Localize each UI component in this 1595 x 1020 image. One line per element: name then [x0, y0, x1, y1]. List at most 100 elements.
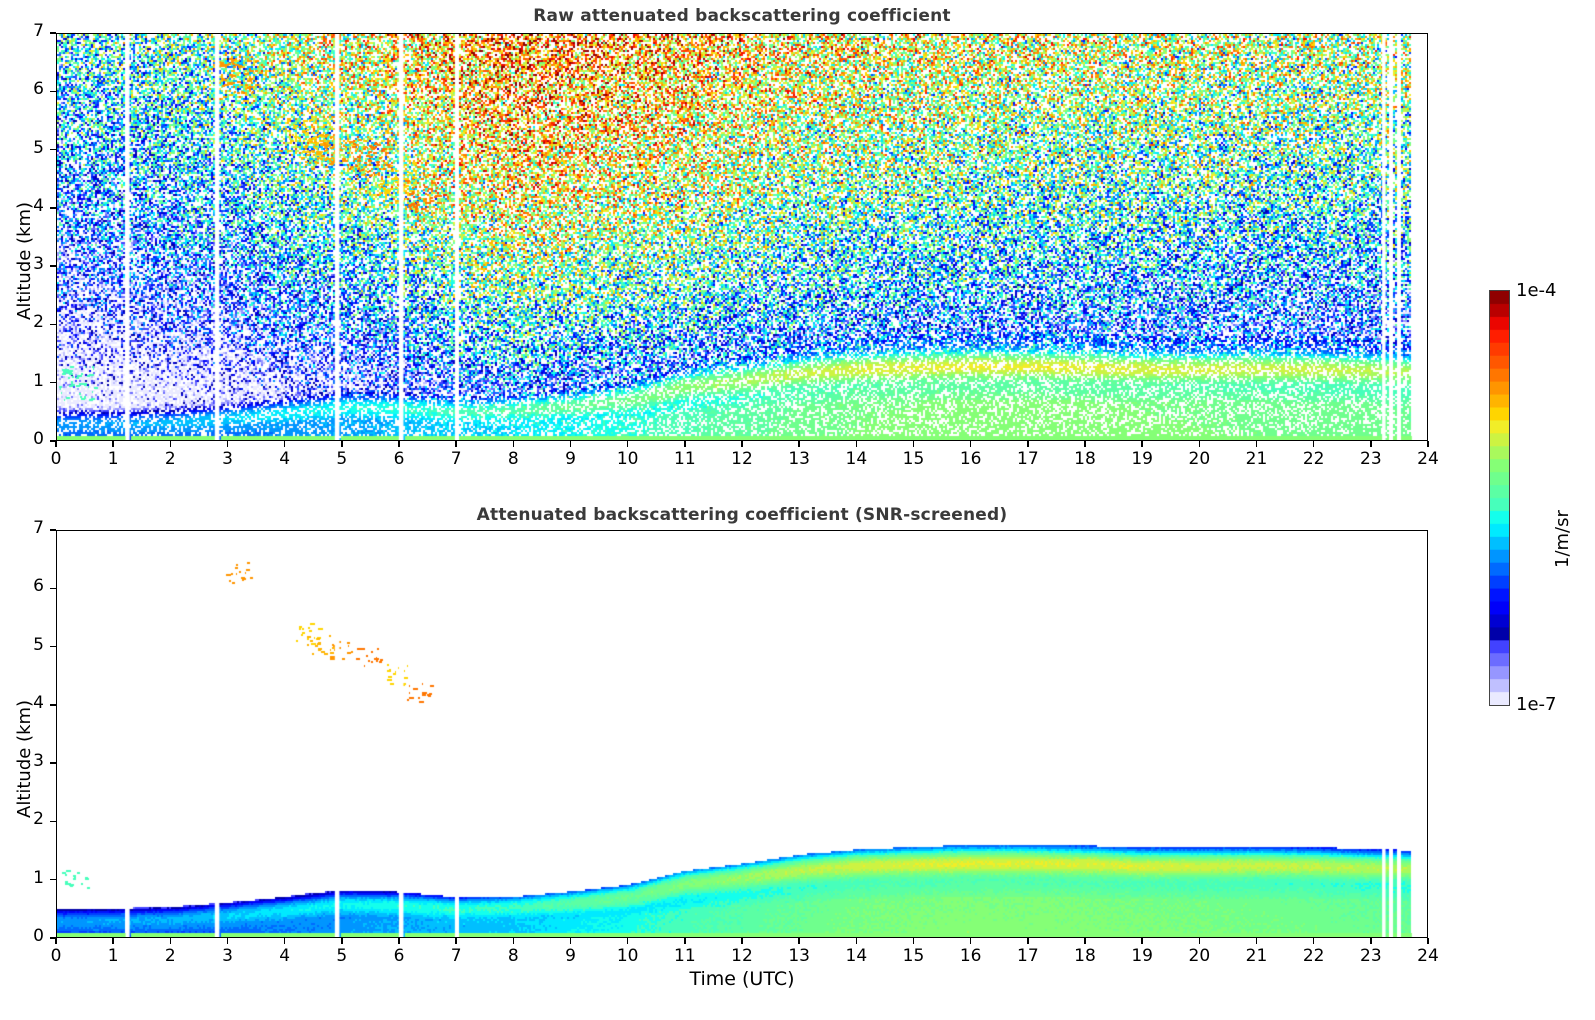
x-tick-label: 2 — [164, 946, 176, 966]
x-tick — [512, 441, 515, 447]
x-tick-label: 4 — [279, 946, 291, 966]
x-tick-label: 18 — [1074, 946, 1096, 966]
x-tick — [569, 441, 572, 447]
x-tick-label: 4 — [279, 449, 291, 469]
x-tick — [1198, 441, 1201, 447]
x-tick-label: 12 — [731, 946, 753, 966]
x-tick-label: 6 — [393, 946, 405, 966]
y-tick — [50, 645, 56, 648]
x-tick-label: 20 — [1188, 946, 1211, 966]
y-tick-label: 6 — [33, 576, 44, 597]
x-tick — [569, 938, 572, 944]
x-tick-label: 17 — [1017, 449, 1039, 469]
screened-panel-title: Attenuated backscattering coefficient (S… — [476, 505, 1008, 525]
x-tick — [1027, 938, 1029, 944]
x-tick — [684, 938, 686, 944]
x-tick — [55, 938, 57, 944]
y-tick-label: 4 — [33, 692, 44, 713]
y-tick-label: 0 — [33, 926, 44, 946]
y-tick-label: 1 — [33, 370, 44, 391]
x-tick — [1370, 441, 1372, 447]
x-tick-label: 22 — [1302, 449, 1325, 469]
x-tick — [112, 441, 114, 447]
x-tick-label: 15 — [902, 946, 925, 966]
x-tick-label: 14 — [845, 449, 868, 469]
x-tick-label: 2 — [164, 449, 176, 469]
x-tick-label: 13 — [788, 946, 810, 966]
x-tick-label: 8 — [507, 946, 519, 966]
x-tick — [455, 441, 457, 447]
y-tick — [50, 762, 56, 764]
x-tick-label: 7 — [450, 449, 462, 469]
y-tick — [50, 32, 56, 34]
x-tick-label: 5 — [336, 946, 348, 966]
screened-heatmap-canvas — [57, 531, 1427, 937]
x-tick-label: 19 — [1131, 449, 1153, 469]
x-tick — [1370, 938, 1372, 944]
x-tick-label: 9 — [565, 946, 576, 966]
x-tick — [798, 938, 800, 944]
colorbar-gradient — [1490, 291, 1509, 705]
x-tick-label: 16 — [959, 946, 982, 966]
x-tick-label: 1 — [107, 946, 119, 966]
x-tick — [112, 938, 114, 944]
y-tick-label: 1 — [33, 867, 44, 888]
y-tick — [50, 820, 56, 823]
x-tick-label: 20 — [1188, 449, 1211, 469]
x-tick — [1427, 441, 1429, 447]
x-tick-label: 24 — [1417, 946, 1439, 966]
x-tick — [855, 938, 858, 944]
x-tick-label: 21 — [1245, 946, 1268, 966]
x-tick — [1198, 938, 1201, 944]
x-tick-label: 18 — [1074, 449, 1096, 469]
raw-heatmap-axes — [56, 33, 1428, 441]
y-tick — [50, 704, 56, 706]
x-tick — [512, 938, 515, 944]
x-tick — [1427, 938, 1429, 944]
x-tick — [226, 441, 229, 447]
x-tick — [1255, 441, 1258, 447]
x-tick — [398, 441, 400, 447]
x-tick-label: 13 — [788, 449, 810, 469]
x-tick-label: 22 — [1302, 946, 1325, 966]
y-tick — [50, 937, 56, 939]
colorbar-min-label: 1e-7 — [1516, 694, 1557, 715]
y-tick — [50, 148, 56, 151]
x-tick — [1084, 441, 1086, 447]
screened-heatmap-axes — [56, 530, 1428, 938]
y-tick-label: 2 — [33, 809, 44, 830]
y-tick-label: 6 — [33, 79, 44, 100]
y-tick — [50, 879, 56, 881]
x-tick-label: 11 — [674, 946, 696, 966]
x-tick — [55, 441, 57, 447]
x-tick-label: 9 — [565, 449, 576, 469]
y-tick — [50, 529, 56, 531]
y-tick-label: 7 — [33, 21, 44, 41]
x-tick-label: 8 — [507, 449, 519, 469]
x-tick — [912, 938, 915, 944]
x-tick-label: 23 — [1360, 449, 1382, 469]
x-tick-label: 17 — [1017, 946, 1039, 966]
x-tick-label: 3 — [222, 449, 233, 469]
y-tick — [50, 323, 56, 326]
y-tick-label: 7 — [33, 518, 44, 538]
x-tick — [1312, 441, 1315, 447]
raw-panel-title: Raw attenuated backscattering coefficien… — [533, 6, 951, 26]
colorbar — [1489, 290, 1510, 706]
x-tick — [1312, 938, 1315, 944]
y-tick-label: 3 — [33, 254, 44, 275]
screened-x-axis-label: Time (UTC) — [689, 968, 795, 990]
y-tick-label: 0 — [33, 429, 44, 449]
colorbar-unit-label: 1/m/sr — [1552, 510, 1573, 568]
x-tick-label: 11 — [674, 449, 696, 469]
x-tick — [341, 938, 343, 944]
y-tick-label: 5 — [33, 137, 44, 158]
x-tick — [855, 441, 858, 447]
x-tick-label: 6 — [393, 449, 405, 469]
x-tick — [969, 441, 972, 447]
x-tick — [341, 441, 343, 447]
x-tick-label: 14 — [845, 946, 868, 966]
y-tick-label: 5 — [33, 634, 44, 655]
y-tick — [50, 265, 56, 267]
x-tick — [283, 938, 286, 944]
